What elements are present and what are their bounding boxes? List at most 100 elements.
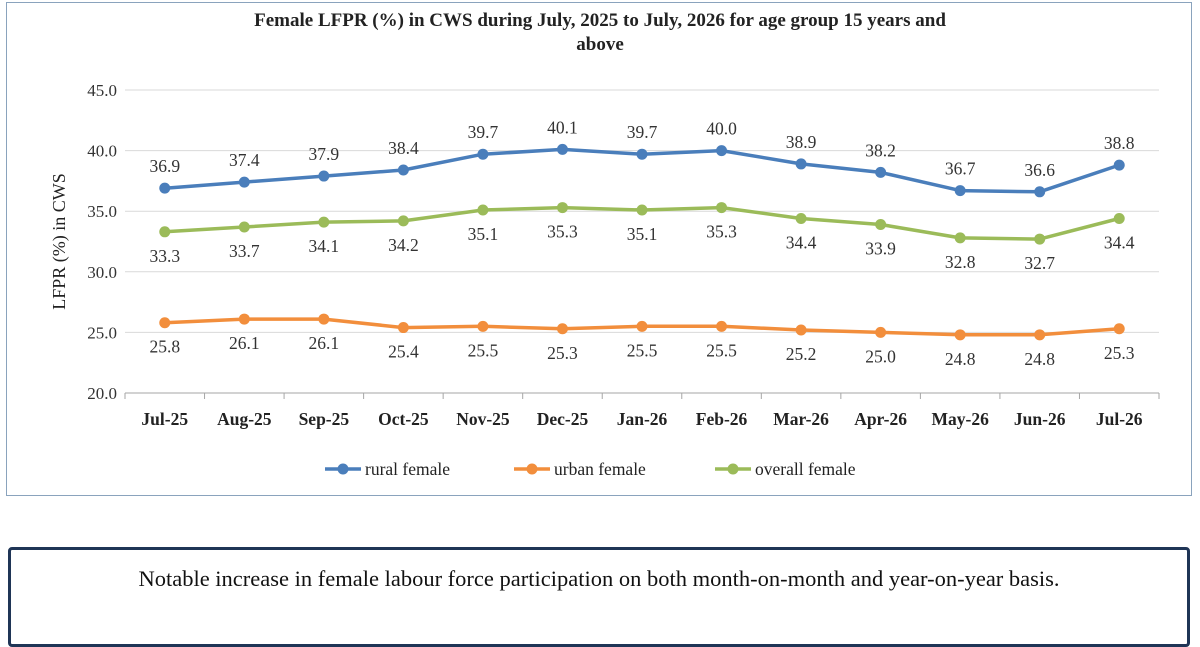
chart-title-line-2: above	[576, 34, 624, 55]
data-label: 38.4	[388, 138, 419, 158]
data-label: 34.1	[309, 236, 340, 256]
data-label: 35.3	[547, 222, 578, 242]
data-label: 26.1	[229, 333, 260, 353]
y-tick-label: 40.0	[87, 142, 117, 161]
data-point	[318, 313, 330, 325]
data-label: 40.0	[706, 119, 737, 139]
data-point	[716, 145, 728, 157]
x-tick-label: Sep-25	[299, 409, 350, 429]
x-tick-label: Apr-26	[854, 409, 907, 429]
data-point	[716, 202, 728, 214]
data-label: 38.9	[786, 132, 817, 152]
data-point	[954, 329, 966, 341]
data-point	[1034, 186, 1046, 198]
note-box: Notable increase in female labour force …	[8, 547, 1190, 647]
data-point	[875, 326, 887, 338]
data-point	[636, 204, 648, 216]
legend-label: urban female	[554, 459, 646, 479]
line-chart: 45.0 40.0 35.0 30.0 25.0 20.0 Jul-25 Aug-25 Sep-…	[49, 81, 1160, 479]
y-axis-label: LFPR (%) in CWS	[49, 173, 70, 310]
data-label: 37.9	[309, 144, 340, 164]
data-label: 25.4	[388, 342, 419, 362]
data-point	[159, 182, 171, 194]
data-label: 25.0	[865, 346, 896, 366]
data-point	[1113, 159, 1125, 171]
data-label: 32.7	[1024, 253, 1055, 273]
data-label: 25.3	[547, 343, 578, 363]
data-label: 38.8	[1104, 133, 1135, 153]
data-point	[397, 215, 409, 227]
data-point	[318, 170, 330, 182]
data-label: 25.3	[1104, 343, 1135, 363]
y-tick-label: 25.0	[87, 323, 117, 342]
data-point	[795, 212, 807, 224]
data-label: 35.3	[706, 222, 737, 242]
data-point	[318, 216, 330, 228]
data-point	[875, 166, 887, 178]
data-label: 25.5	[706, 340, 737, 360]
legend-swatch-marker	[727, 463, 739, 475]
legend-swatch-marker	[337, 463, 349, 475]
data-point	[556, 143, 568, 155]
data-label: 39.7	[627, 122, 658, 142]
data-point	[238, 176, 250, 188]
data-point	[477, 148, 489, 160]
data-label: 35.1	[468, 224, 499, 244]
x-tick-label: Feb-26	[696, 409, 748, 429]
data-label: 34.2	[388, 235, 419, 255]
x-tick-label: May-26	[931, 409, 989, 429]
data-label: 36.7	[945, 159, 976, 179]
data-label: 36.9	[149, 156, 180, 176]
x-tick-label: Nov-25	[456, 409, 510, 429]
y-tick-label: 35.0	[87, 202, 117, 221]
data-point	[954, 185, 966, 197]
data-label: 25.2	[786, 344, 817, 364]
data-label: 24.8	[1024, 349, 1055, 369]
data-label: 24.8	[945, 349, 976, 369]
data-point	[556, 323, 568, 335]
data-label: 35.1	[627, 224, 658, 244]
data-label: 40.1	[547, 117, 578, 137]
data-label: 34.4	[786, 232, 817, 252]
data-label: 39.7	[468, 122, 499, 142]
data-point	[159, 317, 171, 329]
data-point	[556, 202, 568, 214]
data-point	[238, 313, 250, 325]
chart-title-line-1: Female LFPR (%) in CWS during July, 2025…	[254, 10, 946, 31]
data-point	[636, 148, 648, 160]
data-label: 32.8	[945, 252, 976, 272]
data-point	[238, 221, 250, 233]
data-label: 26.1	[309, 333, 340, 353]
y-tick-label: 45.0	[87, 81, 117, 100]
x-tick-label: Dec-25	[537, 409, 589, 429]
x-tick-label: Jan-26	[617, 409, 668, 429]
data-point	[477, 204, 489, 216]
data-label: 33.9	[865, 239, 896, 259]
x-tick-label: Aug-25	[217, 409, 272, 429]
data-point	[1113, 323, 1125, 335]
data-label: 38.2	[865, 140, 896, 160]
data-label: 37.4	[229, 150, 260, 170]
note-text: Notable increase in female labour force …	[138, 566, 1060, 591]
data-point	[1034, 233, 1046, 245]
data-label: 25.5	[627, 340, 658, 360]
chart-frame: Female LFPR (%) in CWS during July, 2025…	[6, 2, 1192, 496]
data-point	[1113, 212, 1125, 224]
data-label: 36.6	[1024, 160, 1055, 180]
legend-label: overall female	[755, 459, 856, 479]
y-tick-label: 20.0	[87, 384, 117, 403]
legend-swatch-marker	[526, 463, 538, 475]
data-label: 33.7	[229, 241, 260, 261]
x-tick-label: Mar-26	[773, 409, 829, 429]
data-label: 25.8	[149, 337, 180, 357]
data-point	[397, 322, 409, 334]
data-label: 34.4	[1104, 232, 1135, 252]
data-label: 33.3	[149, 246, 180, 266]
data-point	[716, 320, 728, 332]
x-tick-label: Jun-26	[1014, 409, 1066, 429]
data-point	[636, 320, 648, 332]
data-point	[1034, 329, 1046, 341]
data-point	[795, 158, 807, 170]
data-point	[875, 219, 887, 231]
data-point	[477, 320, 489, 332]
